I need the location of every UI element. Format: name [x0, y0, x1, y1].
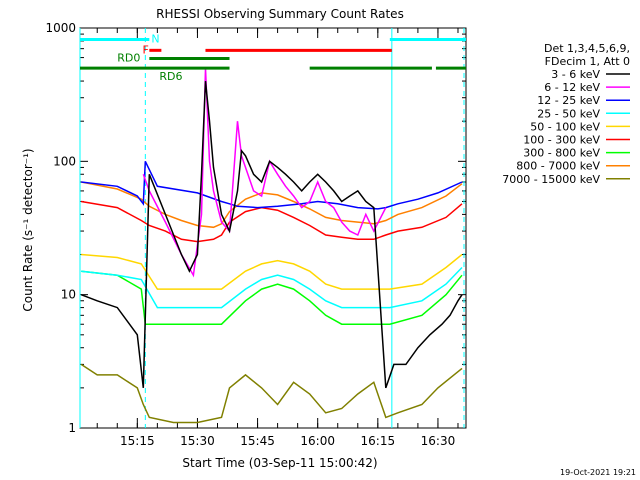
- series-800-7000-kev: [81, 181, 463, 229]
- legend-label: 25 - 50 keV: [537, 107, 600, 120]
- series-7000-15000-kev: [80, 363, 463, 424]
- plot-area: 1 10 100 1000 15:15 15:30 15:45 16:00 16:15 16:30…: [45, 21, 467, 448]
- state-label-rd0: RD0: [117, 52, 140, 65]
- legend-label: 50 - 100 keV: [530, 120, 600, 133]
- series-100-300-kev: [81, 200, 463, 243]
- state-label-f: F: [143, 43, 149, 56]
- series-25-50-kev: [81, 266, 463, 309]
- legend-label: 6 - 12 keV: [544, 81, 600, 94]
- x-tick-label: 16:00: [300, 434, 335, 448]
- y-tick-label: 1: [68, 421, 76, 435]
- legend-label: 100 - 300 keV: [523, 134, 600, 147]
- footer-timestamp: 19-Oct-2021 19:21: [560, 468, 636, 477]
- series-300-800-kev: [81, 270, 463, 325]
- series-6-12-kev: [142, 68, 387, 278]
- y-tick-label: 100: [53, 154, 76, 168]
- series-12-25-kev: [81, 160, 463, 210]
- y-axis-label: Count Rate (s⁻¹ detector⁻¹): [21, 148, 35, 311]
- x-axis-label: Start Time (03-Sep-11 15:00:42): [182, 456, 377, 470]
- x-tick-label: 15:30: [180, 434, 215, 448]
- chart-title: RHESSI Observing Summary Count Rates: [156, 7, 404, 21]
- x-tick-label: 15:15: [120, 434, 155, 448]
- legend-label: 3 - 6 keV: [551, 68, 600, 81]
- y-tick-label: 1000: [45, 21, 76, 35]
- legend: Det 1,3,4,5,6,9,FDecim 1, Att 03 - 6 keV…: [502, 42, 630, 186]
- x-tick-label: 16:30: [421, 434, 456, 448]
- x-tick-label: 16:15: [361, 434, 396, 448]
- state-label-n: N: [151, 32, 159, 45]
- legend-header: Det 1,3,4,5,6,9,: [544, 42, 630, 55]
- legend-label: 300 - 800 keV: [523, 147, 600, 160]
- legend-label: 800 - 7000 keV: [516, 160, 600, 173]
- y-tick-label: 10: [61, 288, 76, 302]
- series-3-6-kev: [80, 81, 463, 389]
- plot-frame: [79, 27, 467, 429]
- state-label-rd6: RD6: [159, 70, 182, 83]
- legend-label: 7000 - 15000 keV: [502, 173, 600, 186]
- legend-label: 12 - 25 keV: [537, 94, 600, 107]
- legend-header: FDecim 1, Att 0: [545, 55, 630, 68]
- x-tick-label: 15:45: [240, 434, 275, 448]
- series-50-100-kev: [81, 253, 463, 290]
